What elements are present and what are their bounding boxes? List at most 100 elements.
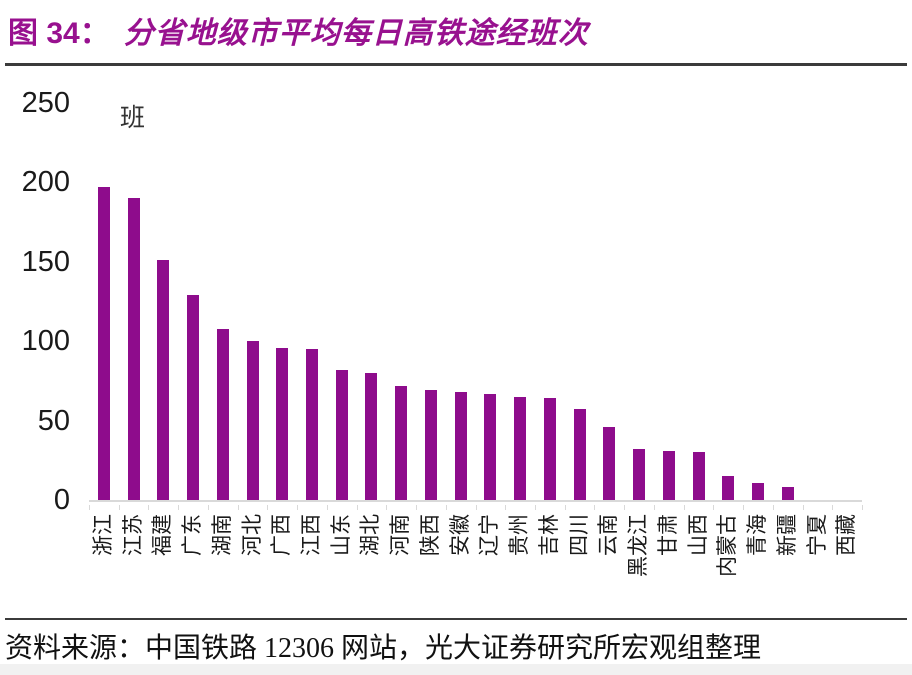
x-label-slot: 吉林	[535, 510, 565, 618]
x-category-label: 江西	[300, 514, 324, 556]
x-category-label: 宁夏	[805, 514, 829, 556]
bar-slot-宁夏	[803, 103, 833, 500]
bar	[335, 369, 348, 500]
x-tick	[653, 505, 684, 510]
x-tick	[297, 505, 327, 510]
bar-slot-青海	[743, 103, 773, 500]
bar-slot-安徽	[446, 103, 476, 500]
x-tick	[89, 505, 119, 510]
bar	[276, 347, 289, 500]
x-category-label: 安徽	[448, 514, 472, 556]
x-category-label: 江苏	[121, 514, 145, 556]
x-tick	[207, 505, 238, 510]
bar	[752, 482, 765, 500]
x-label-slot: 广西	[267, 510, 297, 618]
bar-slot-四川	[565, 103, 595, 500]
x-tick	[713, 505, 743, 510]
x-label-slot: 湖北	[357, 510, 387, 618]
x-tick	[505, 505, 535, 510]
x-category-label: 内蒙古	[716, 514, 740, 577]
x-tick	[386, 505, 416, 510]
x-label-slot: 四川	[565, 510, 595, 618]
bar-slot-新疆	[773, 103, 803, 500]
bar	[633, 449, 646, 500]
y-tick-label: 250	[21, 87, 70, 119]
x-tick	[743, 505, 773, 510]
y-tick-label: 150	[21, 245, 70, 278]
x-category-label: 河南	[389, 514, 413, 556]
bar	[722, 476, 735, 500]
x-tick	[148, 505, 178, 510]
bar-slot-广西	[267, 103, 297, 500]
x-label-slot: 辽宁	[476, 510, 506, 618]
x-label-slot: 河南	[386, 510, 416, 618]
bar-slot-黑龙江	[624, 103, 654, 500]
x-tick	[624, 505, 654, 510]
title-divider-line	[5, 63, 907, 66]
x-category-label: 陕西	[418, 514, 442, 556]
y-axis-unit-label: 班	[120, 104, 146, 132]
x-category-label: 辽宁	[478, 514, 502, 556]
x-category-label: 云南	[597, 514, 621, 556]
x-label-slot: 福建	[148, 510, 178, 618]
bar-slot-浙江	[89, 103, 119, 500]
bar-slot-贵州	[505, 103, 535, 500]
x-category-label: 青海	[746, 514, 770, 556]
x-label-slot: 云南	[594, 510, 624, 618]
x-category-label: 浙江	[91, 514, 115, 556]
figure-number-label: 图 34：	[8, 17, 110, 50]
bar-slot-辽宁	[476, 103, 506, 500]
x-category-label: 甘肃	[656, 514, 680, 556]
x-category-label: 黑龙江	[627, 514, 651, 577]
bar	[692, 452, 705, 500]
bar	[365, 372, 378, 500]
bar	[246, 341, 259, 500]
bar	[216, 328, 229, 500]
bar-slot-山东	[327, 103, 357, 500]
x-tick	[178, 505, 208, 510]
x-tick	[832, 505, 862, 510]
x-category-label: 广西	[270, 514, 294, 556]
bar	[97, 187, 110, 500]
x-label-slot: 黑龙江	[624, 510, 654, 618]
x-label-slot: 广东	[178, 510, 208, 618]
x-category-label: 湖北	[359, 514, 383, 556]
x-label-slot: 安徽	[446, 510, 476, 618]
x-label-slot: 宁夏	[803, 510, 833, 618]
x-category-label: 广东	[181, 514, 205, 556]
x-label-slot: 山西	[684, 510, 714, 618]
x-label-slot: 新疆	[773, 510, 803, 618]
bar	[573, 409, 586, 500]
x-tick	[802, 505, 833, 510]
x-tick	[594, 505, 624, 510]
x-axis-ticks	[89, 505, 863, 510]
x-category-label: 西藏	[835, 514, 859, 556]
x-tick	[772, 505, 803, 510]
bar-slot-河南	[386, 103, 416, 500]
x-category-label: 四川	[567, 514, 591, 556]
bar-slot-甘肃	[654, 103, 684, 500]
plot-area	[89, 103, 862, 502]
x-category-label: 贵州	[508, 514, 532, 556]
bar	[127, 198, 140, 500]
bar	[424, 390, 437, 500]
x-tick	[326, 505, 357, 510]
bar-slot-吉林	[535, 103, 565, 500]
x-tick	[445, 505, 476, 510]
footer-divider-line	[5, 618, 907, 620]
bar-slot-陕西	[416, 103, 446, 500]
bar	[662, 450, 675, 500]
bar-slot-湖北	[357, 103, 387, 500]
x-tick	[535, 505, 565, 510]
bar-slot-西藏	[832, 103, 862, 500]
y-tick-label: 100	[21, 325, 70, 358]
bar	[157, 260, 170, 500]
x-label-slot: 山东	[327, 510, 357, 618]
bar	[306, 349, 318, 500]
x-tick	[564, 505, 595, 510]
x-label-slot: 浙江	[89, 510, 119, 618]
y-tick-label: 50	[37, 404, 70, 437]
y-tick-label: 200	[21, 166, 70, 199]
bottom-gray-strip	[0, 664, 912, 675]
